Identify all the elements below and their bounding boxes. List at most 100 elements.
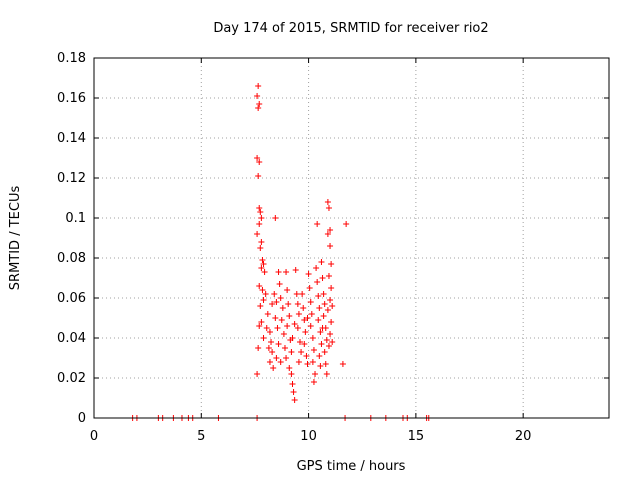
- data-point: [273, 299, 280, 305]
- data-point: [254, 231, 261, 237]
- data-point: [258, 319, 265, 325]
- data-point: [274, 325, 281, 331]
- data-point: [286, 313, 293, 319]
- data-point: [312, 371, 319, 377]
- data-point: [295, 311, 302, 317]
- data-point: [315, 293, 322, 299]
- data-point: [299, 291, 306, 297]
- x-tick-label: 15: [408, 429, 425, 444]
- data-point: [258, 215, 265, 221]
- data-point: [301, 317, 308, 323]
- data-point: [268, 339, 275, 345]
- data-point: [291, 321, 298, 327]
- data-point: [273, 355, 280, 361]
- data-point: [319, 275, 326, 281]
- data-point: [304, 361, 311, 367]
- y-tick-label: 0.1: [65, 211, 86, 226]
- data-point: [256, 159, 263, 165]
- data-point: [256, 283, 263, 289]
- data-point: [293, 291, 300, 297]
- data-point: [325, 273, 332, 279]
- plot-frame: [93, 57, 610, 419]
- data-point: [286, 365, 293, 371]
- tick-layer: 0 0.02 0.04 0.06 0.08 0.1 0.12 0.14 0.16 0.18 0 5 10…: [57, 51, 609, 444]
- data-point: [288, 371, 295, 377]
- data-point: [314, 279, 321, 285]
- data-point: [277, 359, 284, 365]
- data-point: [275, 341, 282, 347]
- data-point: [262, 291, 269, 297]
- data-point: [319, 325, 326, 331]
- x-tick-label: 0: [90, 429, 98, 444]
- data-point: [328, 285, 335, 291]
- data-point: [269, 349, 276, 355]
- y-tick-label: 0.06: [57, 291, 86, 306]
- data-point: [310, 347, 317, 353]
- data-point: [294, 325, 301, 331]
- data-point: [323, 337, 330, 343]
- data-point: [256, 323, 263, 329]
- data-point: [304, 315, 311, 321]
- data-point: [259, 287, 266, 293]
- x-tick-label: 5: [197, 429, 205, 444]
- data-point: [317, 329, 324, 335]
- data-point: [283, 355, 290, 361]
- data-point: [313, 265, 320, 271]
- data-point: [270, 365, 277, 371]
- data-point: [324, 231, 331, 237]
- data-point: [309, 335, 316, 341]
- data-point: [272, 315, 279, 321]
- data-point: [275, 269, 282, 275]
- data-point: [256, 221, 263, 227]
- data-point: [307, 323, 314, 329]
- data-point: [254, 371, 261, 377]
- data-point: [302, 329, 309, 335]
- x-tick-label: 10: [300, 429, 317, 444]
- x-tick-label: 20: [515, 429, 532, 444]
- data-point: [276, 281, 283, 287]
- data-point: [255, 83, 262, 89]
- y-tick-label: 0.04: [57, 331, 86, 346]
- data-point: [255, 345, 262, 351]
- data-point: [289, 335, 296, 341]
- data-point: [327, 243, 334, 249]
- data-point: [314, 221, 321, 227]
- x-axis-label: GPS time / hours: [297, 459, 406, 474]
- data-point: [259, 257, 266, 263]
- data-point: [339, 361, 346, 367]
- data-point: [256, 101, 263, 107]
- data-point: [298, 349, 305, 355]
- data-point: [255, 173, 262, 179]
- data-point: [279, 305, 286, 311]
- data-point: [285, 301, 292, 307]
- data-point: [283, 269, 290, 275]
- data-point: [266, 329, 273, 335]
- data-point: [325, 205, 332, 211]
- data-point: [260, 297, 267, 303]
- y-tick-label: 0: [78, 411, 86, 426]
- data-point: [278, 317, 285, 323]
- data-point: [264, 311, 271, 317]
- data-point: [284, 323, 291, 329]
- data-point: [327, 331, 334, 337]
- data-point: [289, 381, 296, 387]
- data-point: [258, 265, 265, 271]
- data-point: [291, 397, 298, 403]
- data-point: [305, 271, 312, 277]
- data-point: [327, 297, 334, 303]
- y-tick-label: 0.02: [57, 371, 86, 386]
- data-point: [254, 155, 261, 161]
- data-point: [329, 303, 336, 309]
- data-point: [260, 335, 267, 341]
- data-point: [321, 301, 328, 307]
- data-point: [292, 267, 299, 273]
- data-point: [307, 299, 314, 305]
- data-point: [257, 209, 264, 215]
- data-point: [315, 317, 322, 323]
- y-tick-label: 0.14: [57, 131, 86, 146]
- data-point: [324, 307, 331, 313]
- data-point: [322, 361, 329, 367]
- data-point: [306, 285, 313, 291]
- y-tick-label: 0.18: [57, 51, 86, 66]
